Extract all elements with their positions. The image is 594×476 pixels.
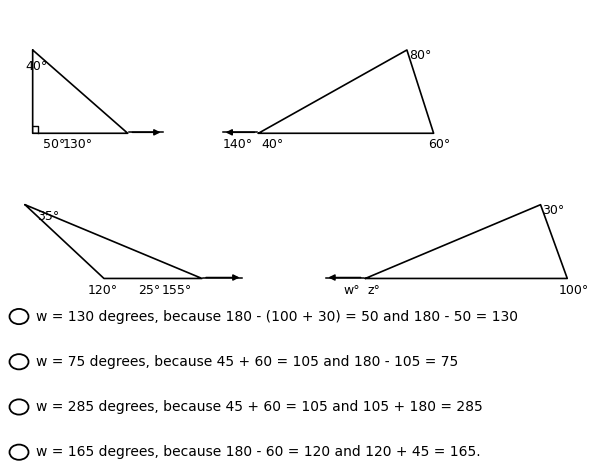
Text: 30°: 30° [542, 204, 564, 217]
Text: 40°: 40° [25, 60, 47, 72]
Text: z°: z° [367, 284, 380, 297]
Text: 40°: 40° [261, 138, 283, 151]
Text: 60°: 60° [428, 138, 450, 151]
Text: 25°: 25° [138, 284, 160, 297]
Text: 155°: 155° [162, 284, 192, 297]
Text: 130°: 130° [62, 138, 93, 151]
Text: 50°: 50° [43, 138, 65, 151]
Text: 35°: 35° [37, 210, 59, 223]
Text: w = 75 degrees, because 45 + 60 = 105 and 180 - 105 = 75: w = 75 degrees, because 45 + 60 = 105 an… [36, 355, 458, 369]
Text: w = 165 degrees, because 180 - 60 = 120 and 120 + 45 = 165.: w = 165 degrees, because 180 - 60 = 120 … [36, 445, 481, 459]
Text: w = 130 degrees, because 180 - (100 + 30) = 50 and 180 - 50 = 130: w = 130 degrees, because 180 - (100 + 30… [36, 309, 517, 324]
Text: 100°: 100° [558, 284, 589, 297]
Text: w°: w° [344, 284, 361, 297]
Text: w = 285 degrees, because 45 + 60 = 105 and 105 + 180 = 285: w = 285 degrees, because 45 + 60 = 105 a… [36, 400, 482, 414]
Text: 120°: 120° [88, 284, 118, 297]
Text: 140°: 140° [222, 138, 252, 151]
Text: 80°: 80° [409, 49, 431, 61]
